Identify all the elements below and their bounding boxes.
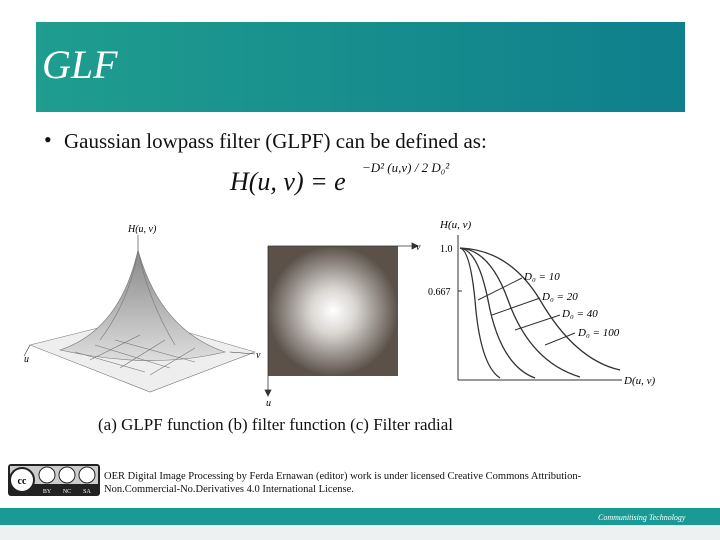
axis-label: v bbox=[416, 242, 421, 253]
formula-lhs: H(u, v) = e bbox=[229, 167, 346, 196]
badge-label: BY bbox=[43, 489, 52, 495]
radial-plot bbox=[457, 235, 622, 381]
image-axes bbox=[264, 242, 419, 397]
formula-exponent: −D² (u,v) / 2 D₀² bbox=[362, 160, 450, 175]
footer-strip bbox=[0, 525, 720, 540]
license-text: OER Digital Image Processing by Ferda Er… bbox=[104, 471, 582, 482]
cc-badge: cc bbox=[8, 464, 100, 496]
slide-title: GLF bbox=[42, 42, 118, 87]
gradient-image bbox=[268, 246, 398, 376]
curve-label: D₀ = 20 bbox=[541, 291, 578, 303]
header-bar bbox=[36, 22, 685, 112]
bullet-text: Gaussian lowpass filter (GLPF) can be de… bbox=[64, 129, 487, 153]
axis-label: u bbox=[24, 354, 29, 365]
badge-label: NC bbox=[63, 489, 71, 495]
footer-text: Communitising Technology bbox=[598, 513, 686, 522]
tick-label: 1.0 bbox=[440, 244, 453, 255]
bullet-dot: • bbox=[44, 127, 52, 152]
curve-label: D₀ = 100 bbox=[577, 327, 620, 339]
mesh-plot bbox=[23, 235, 256, 393]
axis-label: u bbox=[266, 398, 271, 409]
curve-label: D₀ = 10 bbox=[523, 271, 560, 283]
footer-bar bbox=[0, 508, 720, 525]
axis-label: D(u, v) bbox=[623, 375, 655, 387]
svg-text:cc: cc bbox=[18, 476, 27, 487]
license-text: Non.Commercial-No.Derivatives 4.0 Intern… bbox=[104, 484, 354, 495]
tick-label: 0.667 bbox=[428, 287, 451, 298]
caption: (a) GLPF function (b) filter function (c… bbox=[98, 415, 453, 434]
curve-label: D₀ = 40 bbox=[561, 308, 598, 320]
axis-label: H(u, v) bbox=[127, 224, 157, 235]
badge-label: SA bbox=[83, 489, 91, 495]
axis-label: H(u, v) bbox=[439, 219, 471, 231]
axis-label: v bbox=[256, 350, 261, 361]
